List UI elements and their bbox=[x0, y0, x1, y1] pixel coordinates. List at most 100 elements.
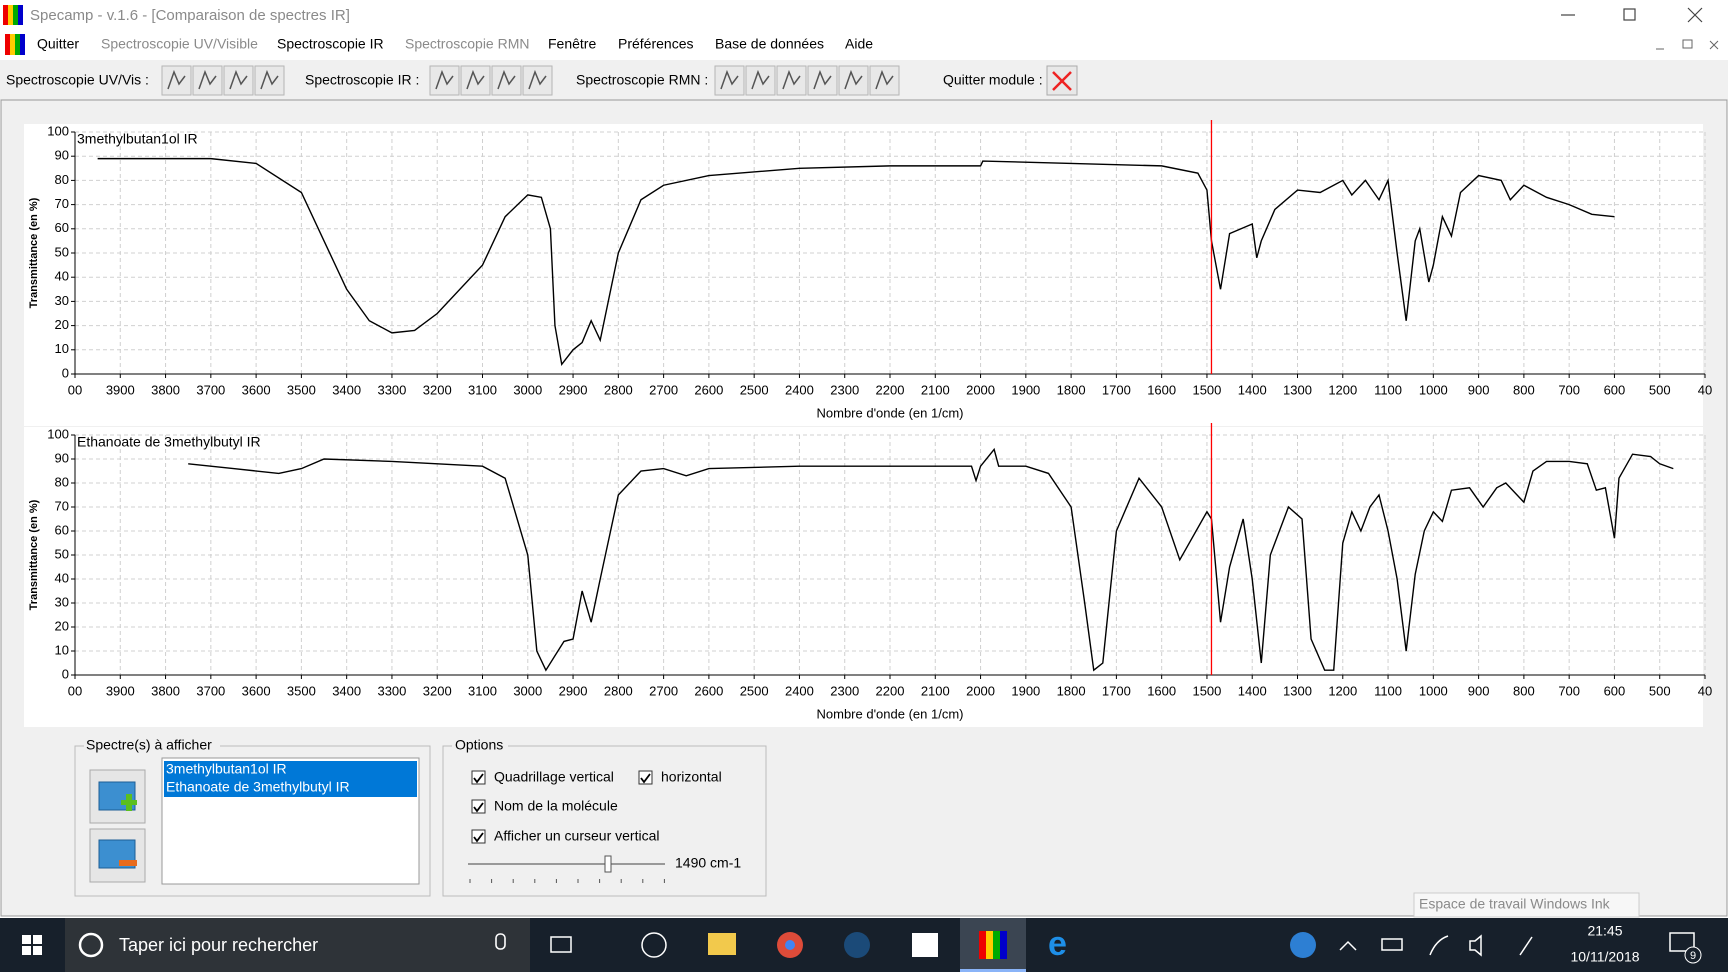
toolbar-button[interactable] bbox=[869, 65, 900, 96]
quit-module-button[interactable] bbox=[1046, 65, 1078, 96]
toolbar-label: Quitter module : bbox=[943, 72, 1043, 88]
x-tick-label: 3600 bbox=[242, 382, 271, 397]
y-tick-label: 10 bbox=[55, 341, 69, 356]
menu-item[interactable]: Spectroscopie UV/Visible bbox=[101, 36, 258, 52]
toolbar-button[interactable] bbox=[807, 65, 838, 96]
restore-button[interactable] bbox=[1623, 8, 1636, 21]
y-tick-label: 40 bbox=[55, 570, 69, 585]
task-view[interactable] bbox=[550, 936, 572, 953]
x-tick-label: 1100 bbox=[1374, 382, 1402, 397]
toolbar-button[interactable] bbox=[161, 65, 192, 96]
app-icon[interactable] bbox=[641, 932, 667, 958]
y-tick-label: 90 bbox=[55, 148, 69, 163]
toolbar-button[interactable] bbox=[491, 65, 522, 96]
slider-thumb[interactable] bbox=[604, 855, 612, 873]
notification-icon[interactable] bbox=[1669, 932, 1695, 952]
x-tick-label: 2000 bbox=[966, 382, 995, 397]
menu-item[interactable]: Fenêtre bbox=[548, 36, 596, 52]
edge-icon[interactable]: e bbox=[1048, 925, 1067, 963]
toolbar-button[interactable] bbox=[745, 65, 776, 96]
list-item[interactable]: Ethanoate de 3methylbutyl IR bbox=[166, 779, 350, 795]
button-glyph bbox=[198, 69, 217, 90]
menu-item[interactable]: Spectroscopie RMN bbox=[405, 36, 530, 52]
x-tick-label: 2800 bbox=[604, 683, 633, 698]
spectra-group bbox=[74, 745, 431, 897]
x-axis-label: Nombre d'onde (en 1/cm) bbox=[817, 405, 964, 420]
x-tick-label: 1700 bbox=[1102, 683, 1131, 698]
mic-icon[interactable] bbox=[495, 933, 506, 950]
start-button[interactable] bbox=[22, 935, 42, 955]
search-box[interactable] bbox=[65, 918, 530, 972]
toolbar-button[interactable] bbox=[192, 65, 223, 96]
x-tick-label: 3300 bbox=[377, 683, 406, 698]
x-tick-label: 2500 bbox=[740, 683, 769, 698]
steam-icon[interactable] bbox=[844, 932, 870, 958]
close-button[interactable] bbox=[1687, 7, 1703, 23]
toolbar-button[interactable] bbox=[714, 65, 745, 96]
toolbar-button[interactable] bbox=[776, 65, 807, 96]
y-tick-label: 80 bbox=[55, 172, 69, 187]
y-tick-label: 80 bbox=[55, 474, 69, 489]
checkmark bbox=[473, 832, 484, 843]
x-tick-label: 3900 bbox=[106, 382, 135, 397]
help-icon[interactable] bbox=[1290, 932, 1316, 958]
toolbar-button[interactable] bbox=[838, 65, 869, 96]
menu-bar bbox=[0, 31, 1728, 59]
toolbar-button[interactable] bbox=[223, 65, 254, 96]
toolbar-button[interactable] bbox=[254, 65, 285, 96]
menu-item[interactable]: Préférences bbox=[618, 36, 693, 52]
x-tick-label: 2700 bbox=[649, 382, 678, 397]
y-tick-label: 100 bbox=[47, 426, 69, 441]
group-title: Options bbox=[455, 737, 503, 753]
remove-spectrum-button[interactable] bbox=[89, 828, 146, 883]
list-item[interactable]: 3methylbutan1ol IR bbox=[166, 761, 287, 777]
x-tick-label: 00 bbox=[68, 683, 82, 698]
menu-item[interactable]: Spectroscopie IR bbox=[277, 36, 384, 52]
toolbar-button[interactable] bbox=[460, 65, 491, 96]
toolbar-button[interactable] bbox=[522, 65, 553, 96]
checkbox[interactable]: horizontal bbox=[638, 769, 722, 785]
x-tick-label: 2200 bbox=[876, 683, 905, 698]
explorer-icon[interactable] bbox=[708, 933, 736, 955]
list-item-highlight bbox=[164, 779, 417, 797]
checkbox[interactable]: Nom de la molécule bbox=[471, 798, 618, 814]
button-glyph bbox=[875, 69, 894, 90]
mdi-restore[interactable] bbox=[1682, 39, 1693, 49]
mdi-close[interactable] bbox=[1709, 40, 1719, 50]
button-glyph bbox=[260, 69, 279, 90]
ink-icon[interactable] bbox=[1519, 936, 1533, 956]
x-tick-label: 00 bbox=[68, 382, 82, 397]
menu-item[interactable]: Quitter bbox=[37, 36, 79, 52]
x-tick-label: 3400 bbox=[332, 382, 361, 397]
checkbox[interactable]: Afficher un curseur vertical bbox=[471, 828, 659, 844]
tray-chevron[interactable] bbox=[1339, 940, 1357, 951]
x-tick-label: 1400 bbox=[1238, 382, 1267, 397]
wifi-icon[interactable] bbox=[1429, 935, 1449, 956]
x-tick-label: 1000 bbox=[1419, 683, 1448, 698]
x-tick-label: 2900 bbox=[559, 382, 588, 397]
toolbar-label: Spectroscopie UV/Vis : bbox=[6, 72, 149, 88]
x-tick-label: 3800 bbox=[151, 382, 180, 397]
checkbox[interactable]: Quadrillage vertical bbox=[471, 769, 614, 785]
x-tick-label: 3100 bbox=[468, 382, 497, 397]
x-tick-label: 800 bbox=[1513, 382, 1535, 397]
battery-icon[interactable] bbox=[1381, 938, 1403, 951]
app-icon[interactable] bbox=[912, 933, 938, 957]
menu-item[interactable]: Base de données bbox=[715, 36, 824, 52]
toolbar-button[interactable] bbox=[429, 65, 460, 96]
button-glyph bbox=[813, 69, 832, 90]
window-title: Specamp - v.1.6 - [Comparaison de spectr… bbox=[30, 7, 350, 24]
x-tick-label: 3200 bbox=[423, 683, 452, 698]
menu-item[interactable]: Aide bbox=[845, 36, 873, 52]
x-tick-label: 600 bbox=[1604, 683, 1626, 698]
y-tick-label: 50 bbox=[55, 244, 69, 259]
x-tick-label: 500 bbox=[1649, 382, 1671, 397]
volume-icon[interactable] bbox=[1469, 934, 1482, 957]
button-face bbox=[745, 65, 776, 96]
checkbox-label: Nom de la molécule bbox=[494, 798, 618, 814]
y-tick-label: 100 bbox=[47, 123, 69, 138]
y-tick-label: 40 bbox=[55, 269, 69, 284]
add-spectrum-button[interactable] bbox=[89, 769, 146, 824]
button-face bbox=[254, 65, 285, 96]
button-glyph bbox=[167, 69, 186, 90]
